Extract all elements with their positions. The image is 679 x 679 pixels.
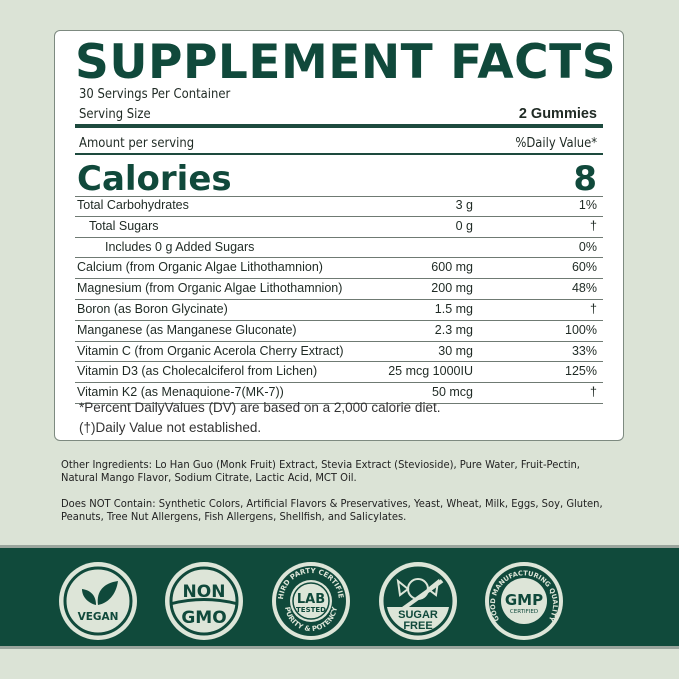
amount-per-serving: Amount per serving [79,135,195,151]
nutrient-amount: 3 g [455,198,473,212]
certification-banner: VEGAN NON GMO THIRD PARTY CERTIFIED PURI… [0,545,679,649]
nutrient-amount: 50 mcg [432,385,473,400]
table-row: Includes 0 g Added Sugars 0% [75,238,603,259]
daily-value-header: %Daily Value* [515,135,597,151]
table-row: Manganese (as Manganese Gluconate) 2.3 mg… [75,321,603,342]
nutrient-amount: 30 mg [438,343,473,358]
table-row: Vitamin D3 (as Cholecalciferol from Lich… [75,362,603,384]
nutrient-name: Magnesium (from Organic Algae Lithothamn… [77,281,343,296]
nutrient-amount: 25 mcg 1000IU [388,364,473,379]
vegan-badge: VEGAN [59,562,137,640]
gmp-badge: GOOD MANUFACTURING QUALITY GMP CERTIFIED [485,562,563,640]
table-row: Boron (as Boron Glycinate) 1.5 mg † [75,300,603,321]
table-row: Total Sugars 0 g † [75,217,603,238]
nutrient-dv: † [590,301,597,316]
page-title: SUPPLEMENT FACTS [75,35,617,90]
sugar-free-line2: FREE [403,620,432,632]
table-row: Vitamin C (from Organic Acerola Cherry E… [75,342,603,363]
nutrient-dv: 60% [571,260,597,275]
non-gmo-top: NON [183,582,226,602]
nutrient-dv: 1% [578,198,597,212]
nutrient-name: Vitamin K2 (as Menaquione-7(MK-7)) [77,385,284,400]
sugar-free-badge: SUGAR FREE [379,562,457,640]
serving-size-value: 2 Gummies [518,106,597,122]
divider [75,196,603,197]
nutrient-dv: 0% [578,239,597,254]
nutrient-name: Boron (as Boron Glycinate) [77,301,228,316]
nutrient-name: Vitamin C (from Organic Acerola Cherry E… [77,343,344,358]
nutrient-name: Total Sugars [89,218,159,233]
nutrient-amount: 0 g [455,218,473,233]
nutrient-name: Includes 0 g Added Sugars [105,239,255,254]
leaf-icon [82,581,118,605]
nutrient-name: Vitamin D3 (as Cholecalciferol from Lich… [77,364,318,379]
nutrient-dv: † [590,218,597,233]
lab-line1: LAB [297,592,325,607]
candy-icon [396,578,440,600]
nutrient-amount: 2.3 mg [434,322,473,337]
nutrient-name: Calcium (from Organic Algae Lithothamnio… [77,260,323,275]
table-row: Total Carbohydrates 3 g 1% [75,196,603,217]
other-ingredients: Other Ingredients: Lo Han Guo (Monk Frui… [61,459,580,484]
nutrient-dv: 33% [571,343,597,358]
sugar-free-line1: SUGAR [398,609,438,621]
gmp-line2: CERTIFIED [510,609,538,615]
lab-tested-badge: THIRD PARTY CERTIFIED PURITY & POTENCY L… [271,561,350,640]
servings-per-container: 30 Servings Per Container [79,86,231,102]
nutrient-dv: 125% [565,364,597,379]
nutrient-dv: 48% [571,281,597,296]
nutrient-amount: 1.5 mg [434,301,473,316]
nutrient-amount: 200 mg [431,281,473,296]
divider [75,124,603,128]
footnote-dv: *Percent DailyValues (DV) are based on a… [79,400,441,415]
non-gmo-bottom: GMO [181,608,226,628]
calories-value: 8 [573,159,597,199]
nutrient-dv: 100% [565,322,597,337]
table-row: Vitamin K2 (as Menaquione-7(MK-7)) 50 mcg… [75,383,603,404]
nutrient-table: Total Carbohydrates 3 g 1% Total Sugars 0 g… [75,196,603,404]
gmp-line1: GMP [505,591,543,609]
supplement-facts-panel: SUPPLEMENT FACTS 30 Servings Per Contain… [54,30,624,441]
divider [75,153,603,155]
lab-line2: TESTED [296,606,326,614]
calories-label: Calories [77,159,232,199]
nutrient-name: Manganese (as Manganese Gluconate) [77,322,297,337]
table-row: Magnesium (from Organic Algae Lithothamn… [75,279,603,300]
does-not-contain: Does NOT Contain: Synthetic Colors, Arti… [61,498,603,523]
nutrient-name: Total Carbohydrates [77,198,189,212]
nutrient-dv: † [590,385,597,400]
vegan-label: VEGAN [78,611,119,623]
serving-size-label: Serving Size [79,106,151,122]
non-gmo-badge: NON GMO [165,562,243,640]
nutrient-amount: 600 mg [431,260,473,275]
footnote-dagger: (†)Daily Value not established. [79,420,262,435]
table-row: Calcium (from Organic Algae Lithothamnio… [75,258,603,280]
